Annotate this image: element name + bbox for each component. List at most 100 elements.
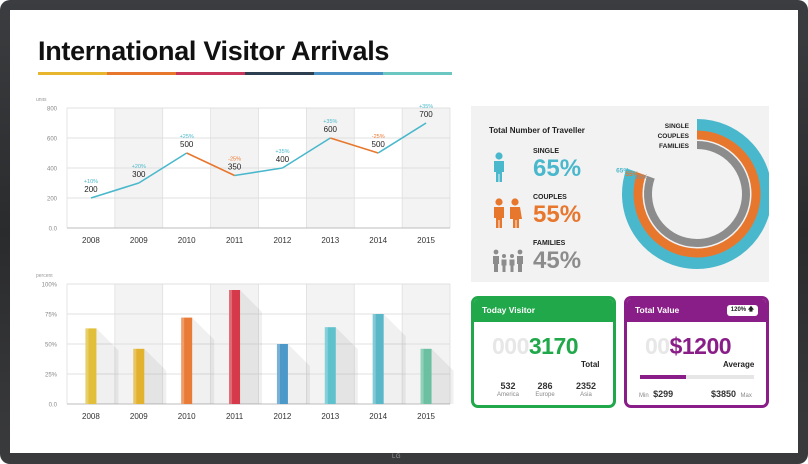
bar-shadow (287, 344, 310, 404)
ring-percent-label: 55% (626, 171, 639, 178)
line-segment (330, 137, 379, 154)
growth-badge-value: 120% (730, 307, 747, 313)
x-tick-label: 2013 (321, 412, 339, 421)
x-tick-label: 2011 (226, 236, 244, 245)
today-visitor-card: Today Visitor 0003170 Total 532 America … (471, 296, 616, 408)
traveller-panel-title: Total Number of Traveller (489, 126, 585, 135)
value-label: 400 (276, 155, 290, 164)
value-label: 350 (228, 163, 242, 172)
title-stripe (38, 72, 107, 75)
page-title: International Visitor Arrivals (38, 36, 390, 66)
couple-icon (494, 198, 522, 228)
line-segment (90, 182, 140, 199)
today-visitor-number: 3170 (528, 333, 579, 359)
total-value-header: Total Value 120% 🡅 (627, 299, 766, 322)
bar (276, 344, 288, 404)
bar-shadow (192, 317, 215, 404)
stat-asia: 2352 Asia (566, 381, 606, 398)
single-person-icon (494, 152, 504, 182)
total-value-value: 00$1200 (645, 333, 732, 360)
value-label: 200 (84, 185, 98, 194)
ring-legend-label: FAMILIES (659, 143, 690, 150)
y-tick-label: 25% (45, 373, 58, 379)
bar-shadow (335, 327, 358, 404)
x-tick-label: 2012 (274, 412, 292, 421)
change-label: +35% (323, 119, 337, 125)
value-progress-fill (640, 375, 686, 379)
traveller-panel: Total Number of Traveller SINGLE 65% COU… (471, 106, 769, 282)
line-segment (186, 152, 235, 177)
traveller-ring-chart: SINGLE COUPLES FAMILIES 65%55%45% (616, 119, 769, 269)
brand-logo: LG (392, 454, 402, 460)
line-segment (138, 152, 188, 184)
x-tick-label: 2012 (274, 236, 292, 245)
line-segment (377, 122, 427, 154)
max-value-group: $3850 Max (711, 384, 752, 402)
title-stripe (383, 72, 452, 75)
min-value: $299 (653, 389, 674, 399)
change-label: -25% (228, 157, 241, 163)
title-stripe (245, 72, 314, 75)
bar (85, 328, 97, 404)
stat-asia-region: Asia (580, 392, 592, 398)
x-tick-label: 2011 (226, 412, 244, 421)
change-label: +25% (180, 134, 194, 140)
value-label: 600 (324, 125, 338, 134)
x-tick-label: 2013 (321, 236, 339, 245)
x-tick-label: 2010 (178, 412, 196, 421)
unit-label: percent (36, 274, 53, 279)
traveller-label-couples: COUPLES (533, 194, 567, 201)
ring-arc (622, 119, 769, 269)
x-tick-label: 2009 (130, 236, 148, 245)
total-value-number: $1200 (669, 333, 732, 359)
x-tick-label: 2014 (369, 412, 387, 421)
bar (372, 314, 384, 404)
y-tick-label: 200 (47, 197, 58, 203)
stat-america: 532 America (488, 381, 528, 398)
bar-highlight (420, 348, 424, 404)
traveller-group-single: SINGLE 65% (491, 146, 611, 186)
traveller-percent-single: 65% (533, 155, 582, 182)
bar-shadow (383, 314, 406, 404)
bar-highlight (181, 317, 185, 404)
total-value-card: Total Value 120% 🡅 00$1200 Average Min $… (624, 296, 769, 408)
ring-legend-label: SINGLE (665, 123, 690, 130)
y-tick-label: 600 (47, 137, 58, 143)
traveller-group-couples: COUPLES 55% (491, 192, 611, 232)
bar-shadow (96, 328, 119, 404)
traveller-percent-couples: 55% (533, 201, 582, 228)
y-tick-label: 100% (42, 283, 58, 289)
stat-europe-region: Europe (535, 392, 555, 398)
bar-highlight (324, 327, 328, 404)
total-value-dim-digits: 00 (645, 333, 670, 359)
ring-percent-label: 65% (616, 167, 629, 174)
bar-shadow (431, 348, 454, 404)
bar-highlight (133, 348, 137, 404)
stat-europe-value: 286 (537, 381, 553, 391)
x-tick-label: 2015 (417, 236, 435, 245)
x-tick-label: 2008 (82, 412, 100, 421)
change-label: +10% (84, 179, 98, 185)
x-tick-label: 2015 (417, 412, 435, 421)
bar-highlight (372, 314, 376, 404)
family-icon (493, 249, 523, 272)
growth-badge: 120% 🡅 (726, 305, 758, 316)
title-underline (38, 72, 452, 75)
title-stripe (314, 72, 383, 75)
today-visitor-value: 0003170 (492, 333, 579, 360)
total-value-caption: Average (723, 360, 755, 369)
ring-percent-label: 45% (635, 174, 648, 181)
value-label: 700 (419, 110, 433, 119)
value-label: 300 (132, 170, 146, 179)
unit-label: units (36, 98, 47, 103)
stat-america-value: 532 (500, 381, 516, 391)
today-visitor-dim-digits: 000 (492, 333, 529, 359)
max-value: $3850 (711, 389, 737, 399)
change-label: -25% (372, 134, 385, 140)
y-tick-label: 800 (47, 107, 58, 113)
total-value-title: Total Value (635, 305, 680, 315)
ring-arc (644, 141, 750, 247)
bar-highlight (229, 290, 233, 404)
x-tick-label: 2008 (82, 236, 100, 245)
